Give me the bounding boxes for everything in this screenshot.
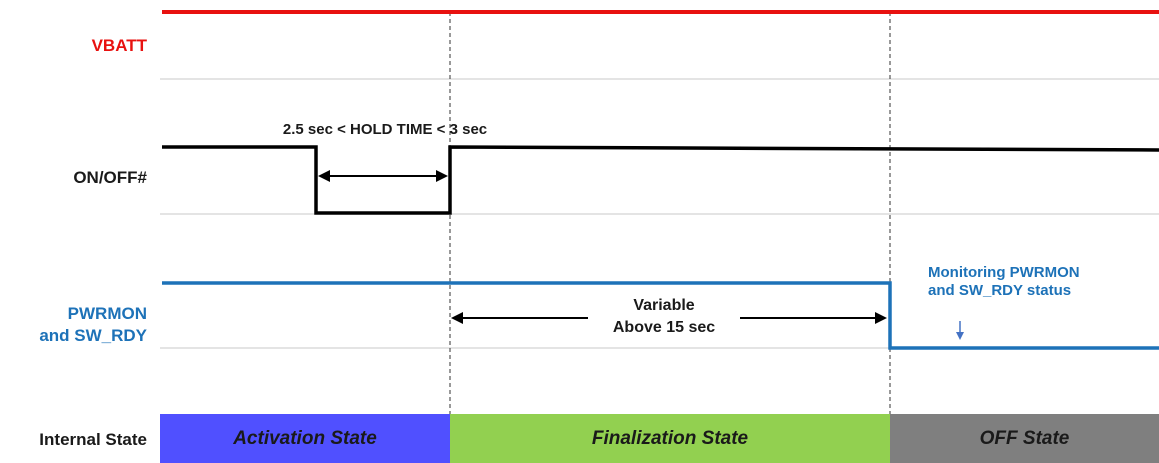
pwrmon-signal: [162, 281, 1159, 350]
monitor-pointer-arrowhead: [956, 332, 964, 340]
state-activation: Activation State: [160, 414, 450, 463]
hold-time-arrowhead-right: [436, 170, 448, 182]
label-onoff: ON/OFF#: [73, 168, 147, 187]
state-off: OFF State: [890, 414, 1159, 463]
label-pwrmon-line2: and SW_RDY: [39, 326, 147, 345]
state-finalization-label: Finalization State: [591, 427, 749, 449]
state-activation-label: Activation State: [233, 427, 377, 449]
variable-label-line2: Above 15 sec: [612, 319, 716, 336]
label-pwrmon-line1: PWRMON: [67, 304, 147, 323]
variable-label-line1: Variable: [633, 297, 695, 314]
variable-arrowhead-left: [451, 312, 463, 324]
hold-time-label: 2.5 sec < HOLD TIME < 3 sec: [282, 121, 488, 138]
variable-arrowhead-right: [875, 312, 887, 324]
label-vbatt: VBATT: [91, 36, 147, 55]
state-finalization: Finalization State: [450, 414, 890, 463]
monitor-label-line1: Monitoring PWRMON: [928, 264, 1080, 281]
state-off-label: OFF State: [979, 427, 1070, 449]
hold-time-arrowhead-left: [318, 170, 330, 182]
monitor-label-line2: and SW_RDY status: [928, 282, 1072, 299]
onoff-signal: [162, 145, 1159, 215]
label-internal-state: Internal State: [39, 430, 147, 449]
